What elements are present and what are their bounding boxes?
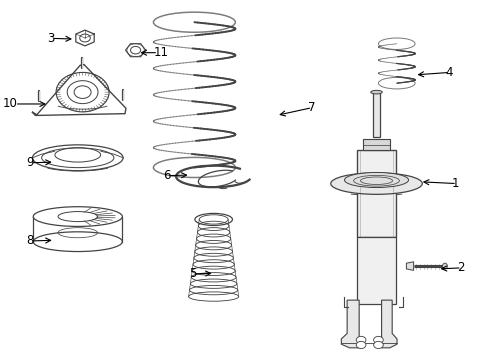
Polygon shape xyxy=(341,300,359,348)
Text: 11: 11 xyxy=(153,46,168,59)
Circle shape xyxy=(373,341,383,348)
Circle shape xyxy=(356,341,365,348)
Ellipse shape xyxy=(330,173,422,194)
Text: 1: 1 xyxy=(451,177,459,190)
Ellipse shape xyxy=(370,90,382,94)
Text: 6: 6 xyxy=(163,169,170,182)
Circle shape xyxy=(356,336,365,343)
Text: 8: 8 xyxy=(26,234,34,247)
Text: 3: 3 xyxy=(47,32,55,45)
Text: 9: 9 xyxy=(26,156,34,169)
Polygon shape xyxy=(357,149,395,237)
Text: 7: 7 xyxy=(307,101,314,114)
Polygon shape xyxy=(381,300,396,348)
Text: 2: 2 xyxy=(456,261,464,274)
Polygon shape xyxy=(362,139,389,149)
Polygon shape xyxy=(357,237,395,304)
Circle shape xyxy=(373,336,383,343)
Text: 5: 5 xyxy=(188,267,196,280)
Ellipse shape xyxy=(442,263,447,269)
Polygon shape xyxy=(372,92,380,137)
Text: 10: 10 xyxy=(3,98,18,111)
Polygon shape xyxy=(406,262,413,270)
Text: 4: 4 xyxy=(444,66,451,79)
Ellipse shape xyxy=(344,172,408,188)
